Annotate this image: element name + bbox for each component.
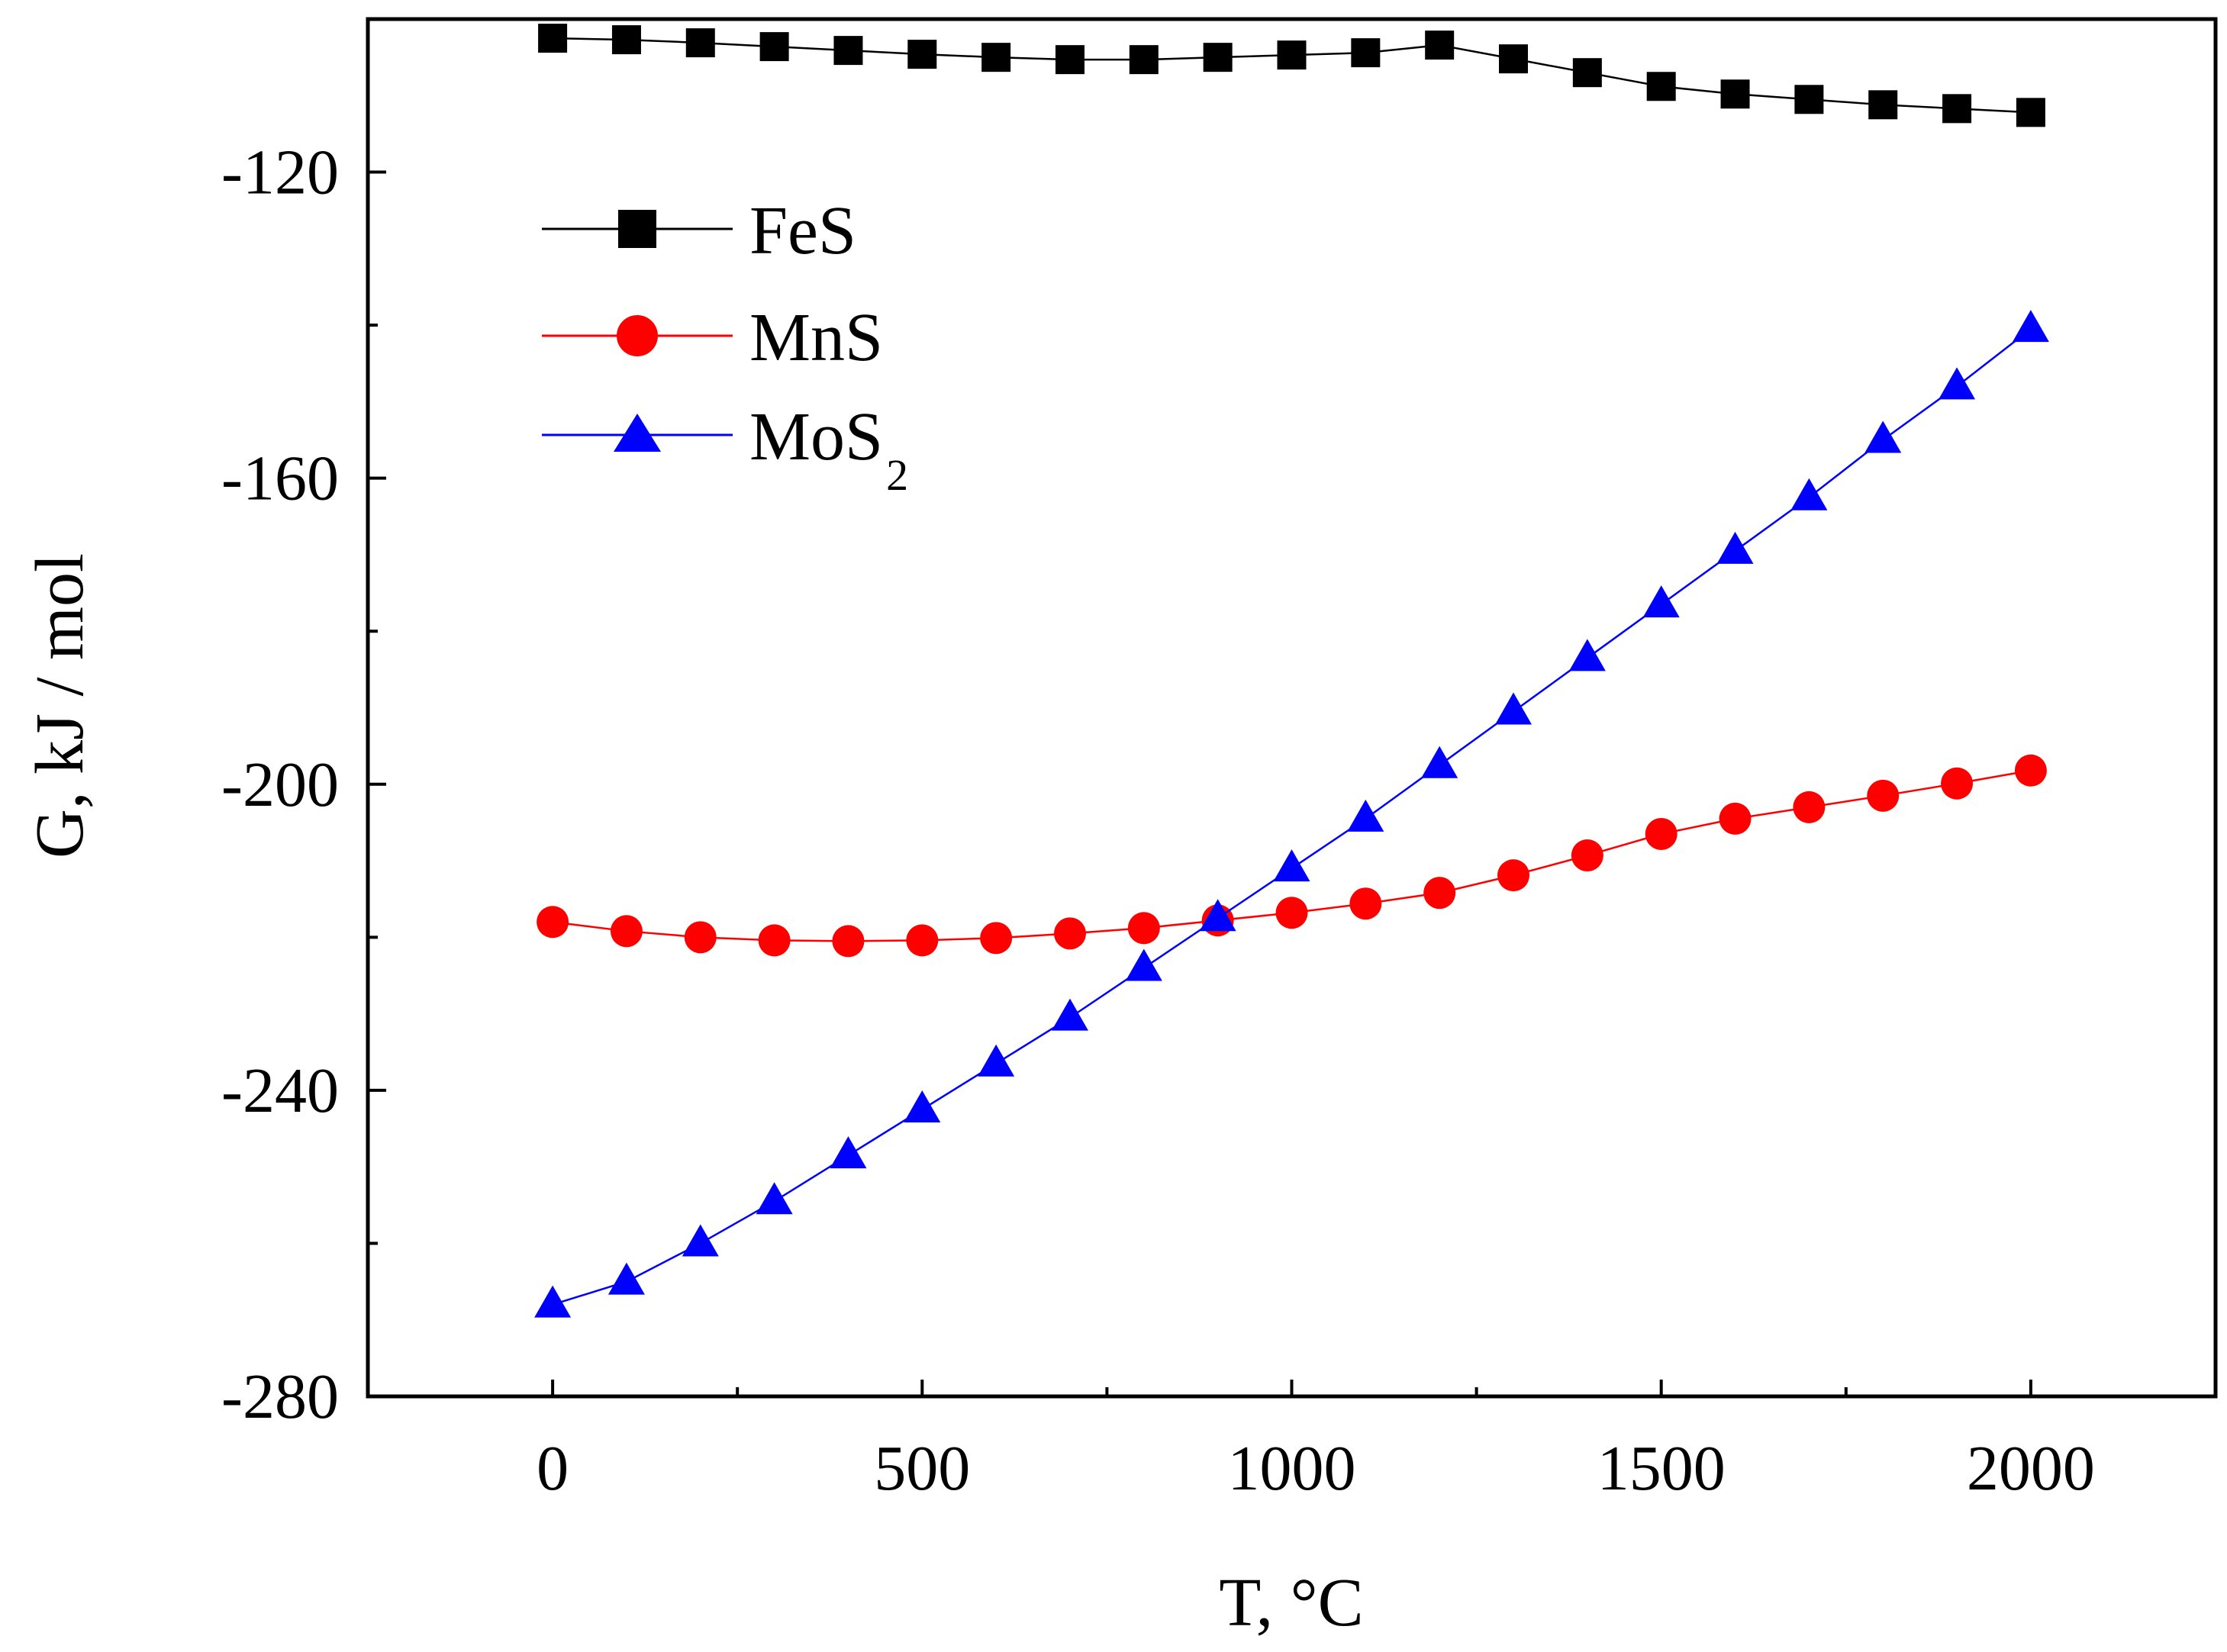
data-point-fes (1720, 79, 1750, 109)
axis-ticks (368, 170, 2032, 1398)
x-tick-label: 1500 (1597, 1433, 1726, 1504)
legend-entry-mos2: MoS2 (542, 399, 908, 500)
data-point-fes (1794, 85, 1824, 114)
data-point-fes (1868, 90, 1898, 120)
data-point-mns (758, 924, 791, 957)
data-point-mns (1349, 887, 1382, 920)
series-fes (538, 24, 2045, 127)
data-point-fes (611, 25, 641, 55)
data-point-mos2 (1642, 585, 1680, 618)
data-point-fes (1499, 44, 1529, 74)
data-point-fes (1942, 94, 1972, 124)
data-point-mos2 (1716, 531, 1754, 564)
data-point-mos2 (1347, 799, 1384, 832)
legend-marker-mos2 (614, 414, 661, 452)
data-point-fes (907, 40, 937, 69)
x-tick-label: 1000 (1228, 1433, 1356, 1504)
data-point-fes (1425, 31, 1455, 60)
data-point-mns (1127, 912, 1160, 945)
data-point-mos2 (1125, 948, 1162, 981)
data-point-mns (1941, 767, 1974, 800)
series-mns (537, 754, 2047, 958)
y-tick-label: -200 (221, 749, 339, 820)
series-mos2 (534, 310, 2049, 1318)
data-point-fes (538, 24, 568, 53)
data-point-mos2 (608, 1262, 645, 1295)
data-point-mos2 (1051, 998, 1088, 1031)
y-tick-label: -240 (221, 1055, 339, 1126)
data-point-mns (980, 922, 1013, 955)
data-point-mos2 (978, 1044, 1015, 1077)
data-point-fes (1572, 58, 1602, 88)
data-point-mns (1053, 917, 1086, 950)
data-point-fes (833, 36, 863, 66)
data-point-mns (537, 906, 569, 939)
data-point-mos2 (1864, 420, 1902, 453)
y-tick-label: -280 (221, 1361, 339, 1432)
data-point-mns (1275, 897, 1308, 929)
x-tick-label: 500 (874, 1433, 970, 1504)
data-point-fes (2016, 98, 2045, 127)
x-tick-label: 0 (537, 1433, 569, 1504)
data-point-mns (832, 925, 865, 958)
data-point-fes (1351, 38, 1381, 68)
x-axis-title: T, °C (1219, 1565, 1363, 1641)
data-point-mos2 (2012, 310, 2049, 343)
data-point-mns (610, 915, 643, 948)
data-point-mos2 (1790, 478, 1828, 510)
legend-label-mns: MnS (749, 300, 883, 375)
data-point-mns (1793, 791, 1826, 823)
data-point-mos2 (904, 1090, 941, 1122)
data-point-mns (1497, 859, 1530, 892)
data-point-fes (981, 43, 1011, 72)
legend-marker-fes (618, 210, 656, 248)
legend-entry-mns: MnS (542, 300, 883, 375)
series-layer (534, 24, 2049, 1318)
legend-label-mos2-sub: 2 (886, 450, 908, 500)
legend-label-mos2-main: MoS (749, 399, 883, 475)
data-point-mos2 (682, 1224, 719, 1257)
data-point-mos2 (1273, 849, 1310, 882)
data-point-fes (1646, 72, 1676, 101)
data-point-mos2 (756, 1182, 793, 1215)
data-point-mns (1719, 802, 1752, 835)
data-point-fes (1129, 45, 1159, 75)
data-point-mns (1867, 779, 1900, 812)
data-point-mos2 (830, 1136, 867, 1169)
data-point-mns (1571, 839, 1603, 872)
data-point-mos2 (1939, 367, 1976, 400)
y-tick-label: -160 (221, 443, 339, 514)
data-point-mos2 (1495, 692, 1532, 725)
data-point-fes (1055, 45, 1084, 75)
y-tick-label: -120 (221, 137, 339, 208)
data-point-mns (1423, 877, 1456, 910)
data-point-mns (2014, 754, 2047, 787)
y-axis-title: G, kJ / mol (22, 553, 98, 858)
legend-label-mos2: MoS2 (749, 399, 908, 500)
data-point-mos2 (1568, 639, 1606, 671)
legend: FeS MnS MoS2 (542, 193, 908, 500)
legend-marker-mns (617, 315, 658, 356)
data-point-fes (759, 32, 789, 62)
data-point-mos2 (1199, 899, 1236, 932)
data-point-mos2 (1421, 745, 1458, 778)
axis-tick-labels: 0 500 1000 1500 2000 -280 -240 -200 -160 -120 (221, 137, 2095, 1504)
data-point-mns (684, 921, 717, 954)
data-point-mns (906, 924, 939, 957)
data-point-fes (1203, 43, 1233, 72)
data-point-mns (1645, 817, 1678, 850)
legend-label-fes: FeS (749, 193, 856, 269)
legend-entry-fes: FeS (542, 193, 856, 269)
data-point-fes (685, 28, 715, 58)
x-tick-label: 2000 (1967, 1433, 2095, 1504)
data-point-mos2 (534, 1285, 572, 1318)
data-point-fes (1277, 40, 1307, 70)
